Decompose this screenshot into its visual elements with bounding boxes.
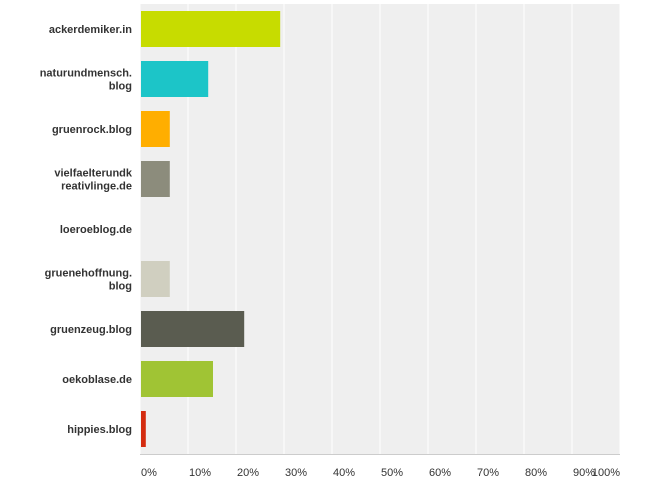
x-tick-label: 0% xyxy=(141,467,157,479)
bars xyxy=(141,11,281,447)
x-tick-label: 50% xyxy=(381,467,403,479)
bar xyxy=(141,361,213,397)
bar xyxy=(141,11,281,47)
x-tick-label: 10% xyxy=(189,467,211,479)
bar xyxy=(141,161,170,197)
category-label: blog xyxy=(109,81,132,93)
x-tick-label: 20% xyxy=(237,467,259,479)
bar xyxy=(141,261,170,297)
category-labels: ackerdemiker.innaturundmensch.bloggruenr… xyxy=(40,24,133,436)
category-label: gruenehoffnung. xyxy=(45,268,132,280)
x-tick-label: 90% xyxy=(573,467,595,479)
category-label: gruenrock.blog xyxy=(52,124,132,136)
category-label: hippies.blog xyxy=(67,424,132,436)
x-tick-label: 100% xyxy=(592,467,620,479)
bar xyxy=(141,111,170,147)
bar xyxy=(141,411,146,447)
category-label: oekoblase.de xyxy=(62,374,132,386)
bar xyxy=(141,61,209,97)
x-tick-labels: 0% 10% 20% 30% 40% 50% 60% 70% 80% 90%100% xyxy=(141,467,620,479)
x-tick-label: 40% xyxy=(333,467,355,479)
category-label: gruenzeug.blog xyxy=(50,324,132,336)
category-label: vielfaelterundk xyxy=(54,168,133,180)
category-label: reativlinge.de xyxy=(61,181,132,193)
category-label: blog xyxy=(109,281,132,293)
grid-lines xyxy=(139,4,621,455)
category-label: ackerdemiker.in xyxy=(49,24,132,36)
category-label: naturundmensch. xyxy=(40,68,132,80)
x-tick-label: 80% xyxy=(525,467,547,479)
x-tick-label: 70% xyxy=(477,467,499,479)
bar xyxy=(141,311,245,347)
category-label: loeroeblog.de xyxy=(60,224,132,236)
x-tick-label: 60% xyxy=(429,467,451,479)
x-tick-label: 30% xyxy=(285,467,307,479)
